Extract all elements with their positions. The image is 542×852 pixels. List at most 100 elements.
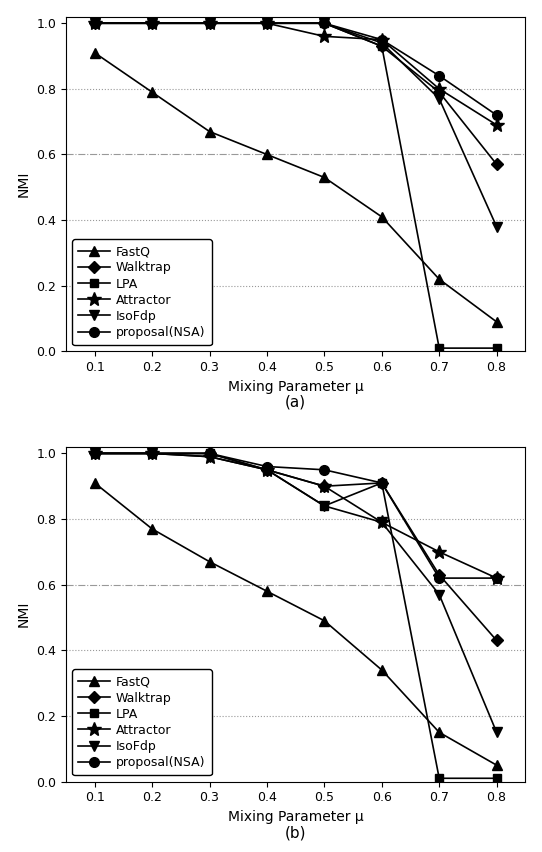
Legend: FastQ, Walktrap, LPA, Attractor, IsoFdp, proposal(NSA): FastQ, Walktrap, LPA, Attractor, IsoFdp,…: [72, 669, 212, 775]
proposal(NSA): [378, 35, 385, 45]
proposal(NSA): [149, 18, 156, 28]
Attractor: [207, 18, 213, 28]
Line: Attractor: Attractor: [88, 16, 504, 132]
FastQ: [378, 212, 385, 222]
LPA: [493, 773, 500, 783]
IsoFdp: [321, 501, 327, 511]
Walktrap: [436, 87, 442, 97]
Attractor: [92, 18, 98, 28]
LPA: [149, 448, 156, 458]
FastQ: [207, 556, 213, 567]
LPA: [436, 343, 442, 354]
IsoFdp: [436, 94, 442, 104]
Line: IsoFdp: IsoFdp: [90, 19, 501, 232]
FastQ: [321, 616, 327, 626]
Walktrap: [378, 478, 385, 488]
Legend: FastQ, Walktrap, LPA, Attractor, IsoFdp, proposal(NSA): FastQ, Walktrap, LPA, Attractor, IsoFdp,…: [72, 239, 212, 345]
FastQ: [493, 760, 500, 770]
IsoFdp: [207, 452, 213, 462]
LPA: [378, 41, 385, 51]
Attractor: [436, 547, 442, 557]
LPA: [92, 448, 98, 458]
Y-axis label: NMI: NMI: [17, 171, 31, 197]
FastQ: [436, 274, 442, 285]
Y-axis label: NMI: NMI: [17, 601, 31, 627]
Attractor: [321, 481, 327, 492]
Walktrap: [321, 481, 327, 492]
FastQ: [263, 586, 270, 596]
IsoFdp: [207, 18, 213, 28]
Line: LPA: LPA: [91, 449, 501, 782]
X-axis label: Mixing Parameter μ: Mixing Parameter μ: [228, 380, 364, 394]
FastQ: [321, 172, 327, 182]
IsoFdp: [321, 18, 327, 28]
Line: proposal(NSA): proposal(NSA): [90, 19, 501, 120]
Walktrap: [149, 448, 156, 458]
FastQ: [149, 524, 156, 534]
IsoFdp: [92, 448, 98, 458]
LPA: [321, 501, 327, 511]
Walktrap: [263, 464, 270, 475]
Attractor: [436, 83, 442, 94]
Line: Attractor: Attractor: [88, 446, 504, 585]
Attractor: [321, 32, 327, 42]
FastQ: [436, 728, 442, 738]
FastQ: [493, 317, 500, 327]
LPA: [207, 448, 213, 458]
IsoFdp: [149, 448, 156, 458]
LPA: [493, 343, 500, 354]
Walktrap: [378, 41, 385, 51]
X-axis label: Mixing Parameter μ: Mixing Parameter μ: [228, 810, 364, 824]
Walktrap: [436, 570, 442, 580]
IsoFdp: [493, 222, 500, 232]
proposal(NSA): [263, 462, 270, 472]
Walktrap: [207, 18, 213, 28]
proposal(NSA): [436, 71, 442, 81]
IsoFdp: [378, 37, 385, 48]
Walktrap: [207, 448, 213, 458]
Walktrap: [493, 159, 500, 170]
LPA: [378, 478, 385, 488]
Text: (b): (b): [285, 825, 306, 840]
FastQ: [92, 48, 98, 58]
Line: Walktrap: Walktrap: [91, 19, 501, 169]
proposal(NSA): [92, 18, 98, 28]
Attractor: [378, 35, 385, 45]
Walktrap: [92, 448, 98, 458]
Attractor: [92, 448, 98, 458]
IsoFdp: [263, 464, 270, 475]
Walktrap: [321, 18, 327, 28]
Line: FastQ: FastQ: [90, 48, 501, 326]
proposal(NSA): [207, 448, 213, 458]
Walktrap: [263, 18, 270, 28]
IsoFdp: [149, 18, 156, 28]
proposal(NSA): [493, 573, 500, 584]
LPA: [207, 18, 213, 28]
proposal(NSA): [207, 18, 213, 28]
proposal(NSA): [149, 448, 156, 458]
Line: IsoFdp: IsoFdp: [90, 448, 501, 737]
Attractor: [493, 120, 500, 130]
Attractor: [207, 452, 213, 462]
IsoFdp: [436, 590, 442, 600]
IsoFdp: [493, 728, 500, 738]
Attractor: [493, 573, 500, 584]
Walktrap: [92, 18, 98, 28]
LPA: [263, 18, 270, 28]
LPA: [436, 773, 442, 783]
Attractor: [378, 517, 385, 527]
proposal(NSA): [493, 110, 500, 120]
IsoFdp: [378, 517, 385, 527]
IsoFdp: [92, 18, 98, 28]
proposal(NSA): [263, 18, 270, 28]
FastQ: [263, 149, 270, 159]
FastQ: [92, 478, 98, 488]
Attractor: [263, 464, 270, 475]
proposal(NSA): [321, 18, 327, 28]
Attractor: [149, 18, 156, 28]
LPA: [321, 18, 327, 28]
Attractor: [149, 448, 156, 458]
FastQ: [207, 126, 213, 136]
proposal(NSA): [321, 464, 327, 475]
proposal(NSA): [92, 448, 98, 458]
